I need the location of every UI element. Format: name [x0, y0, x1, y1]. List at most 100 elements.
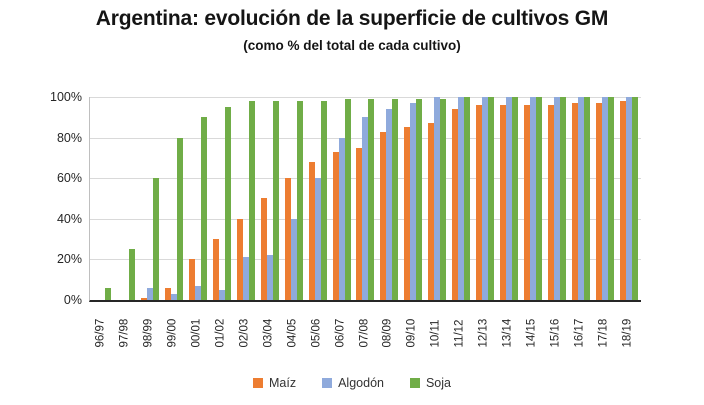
bar-maíz	[284, 178, 291, 300]
bar-maíz	[404, 127, 411, 300]
bar-soja	[272, 101, 279, 300]
y-tick-label: 80%	[56, 131, 82, 145]
bar-soja	[392, 99, 399, 300]
x-tick-label: 01/02	[214, 318, 227, 348]
bar-soja	[128, 249, 135, 300]
bar-algodón	[506, 97, 513, 300]
bar-algodón	[410, 103, 417, 300]
bar-group-01-02	[210, 97, 234, 300]
bar-soja	[152, 178, 159, 300]
x-tick-label: 10/11	[429, 319, 442, 348]
y-tick-label: 20%	[56, 252, 82, 266]
bar-algodón	[314, 178, 321, 300]
bar-soja	[607, 97, 614, 300]
y-tick-label: 60%	[56, 171, 82, 185]
legend-label: Maíz	[269, 376, 297, 390]
bar-group-11-12	[449, 97, 473, 300]
x-tick-label: 03/04	[262, 318, 275, 348]
x-tick-label: 98/99	[142, 318, 155, 348]
bar-maíz	[308, 162, 315, 300]
bar-group-05-06	[306, 97, 330, 300]
bar-group-03-04	[258, 97, 282, 300]
bar-group-14-15	[521, 97, 545, 300]
bar-soja	[560, 97, 567, 300]
x-tick-label: 00/01	[190, 318, 203, 348]
bar-soja	[464, 97, 471, 300]
bar-group-17-18	[593, 97, 617, 300]
x-tick-label: 99/00	[166, 318, 179, 348]
bar-group-07-08	[353, 97, 377, 300]
bar-algodón	[170, 294, 177, 300]
x-tick-label: 96/97	[94, 318, 107, 348]
bar-algodón	[458, 97, 465, 300]
bar-algodón	[482, 97, 489, 300]
bar-soja	[224, 107, 231, 300]
bar-group-18-19	[617, 97, 641, 300]
bar-soja	[440, 99, 447, 300]
bar-maíz	[260, 198, 267, 300]
x-tick-label: 05/06	[310, 318, 323, 348]
bar-group-16-17	[569, 97, 593, 300]
bar-maíz	[452, 109, 459, 300]
bar-algodón	[194, 286, 201, 300]
legend-item-maíz: Maíz	[253, 376, 296, 390]
y-tick-label: 40%	[56, 212, 82, 226]
legend-item-soja: Soja	[409, 376, 451, 390]
bar-maíz	[595, 103, 602, 300]
bar-group-12-13	[473, 97, 497, 300]
bar-algodón	[242, 257, 249, 300]
chart-subtitle: (como % del total de cada cultivo)	[243, 38, 461, 53]
bar-maíz	[476, 105, 483, 300]
bar-group-15-16	[545, 97, 569, 300]
x-tick-label: 07/08	[358, 318, 371, 348]
bar-soja	[631, 97, 638, 300]
bar-algodón	[625, 97, 632, 300]
bar-maíz	[332, 152, 339, 300]
plot-area	[89, 97, 641, 302]
bar-soja	[248, 101, 255, 300]
x-tick-label: 04/05	[286, 318, 299, 348]
legend-swatch-icon	[409, 378, 420, 388]
bar-maíz	[548, 105, 555, 300]
x-tick-label: 18/19	[621, 318, 634, 348]
x-tick-label: 09/10	[405, 318, 418, 348]
x-tick-label: 14/15	[525, 318, 538, 348]
bar-soja	[584, 97, 591, 300]
bar-maíz	[500, 105, 507, 300]
x-tick-label: 13/14	[501, 318, 514, 348]
bar-group-97-98	[114, 97, 138, 300]
bar-algodón	[578, 97, 585, 300]
legend: Maíz Algodón Soja	[0, 376, 704, 390]
bar-soja	[296, 101, 303, 300]
x-tick-label: 06/07	[334, 318, 347, 348]
bar-maíz	[572, 103, 579, 300]
bar-maíz	[188, 259, 195, 300]
legend-label: Algodón	[338, 376, 384, 390]
bar-soja	[536, 97, 543, 300]
bar-group-96-97	[90, 97, 114, 300]
bar-maíz	[236, 219, 243, 300]
bar-algodón	[554, 97, 561, 300]
bar-group-13-14	[497, 97, 521, 300]
bar-maíz	[356, 148, 363, 300]
chart-title: Argentina: evolución de la superficie de…	[95, 7, 609, 30]
bar-algodón	[338, 138, 345, 300]
x-tick-label: 12/13	[477, 318, 490, 348]
bar-maíz	[428, 123, 435, 300]
x-tick-label: 16/17	[573, 318, 586, 348]
bar-group-00-01	[186, 97, 210, 300]
bar-algodón	[434, 97, 441, 300]
bar-algodón	[362, 117, 369, 300]
bar-maíz	[619, 101, 626, 300]
bar-soja	[344, 99, 351, 300]
bar-group-09-10	[401, 97, 425, 300]
bar-group-99-00	[162, 97, 186, 300]
bar-group-98-99	[138, 97, 162, 300]
bar-soja	[416, 99, 423, 300]
bar-group-02-03	[234, 97, 258, 300]
bar-algodón	[290, 219, 297, 300]
bar-maíz	[140, 298, 147, 300]
x-tick-label: 08/09	[381, 318, 394, 348]
legend-label: Soja	[425, 376, 451, 390]
